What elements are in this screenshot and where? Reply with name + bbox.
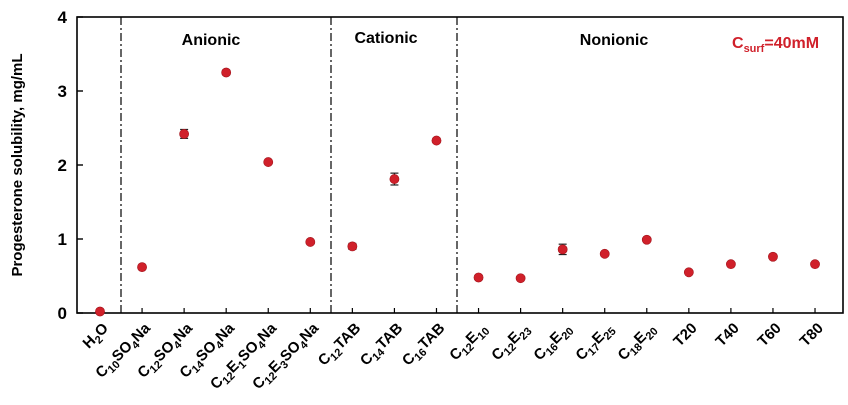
data-point — [515, 273, 526, 284]
data-point — [347, 241, 358, 252]
x-tick-text: C18E20 — [615, 320, 661, 366]
y-tick-label: 2 — [58, 156, 67, 175]
y-tick-label: 0 — [58, 304, 67, 323]
x-tick-text: C12E23 — [488, 320, 534, 366]
x-tick-label: T40 — [712, 320, 742, 350]
data-point — [137, 262, 147, 273]
x-tick-label: H2O — [80, 320, 115, 355]
x-tick-label: C12E10 — [446, 320, 492, 366]
x-tick-text: T20 — [670, 320, 700, 350]
surfactant-concentration-annotation: Csurf=40mM — [732, 35, 819, 55]
x-tick-label: C18E20 — [615, 320, 661, 366]
plot-border — [76, 16, 844, 314]
plot-frame — [76, 16, 844, 314]
y-tick-label: 4 — [58, 8, 68, 27]
x-tick-label: C16E20 — [530, 320, 576, 366]
data-point — [263, 157, 274, 167]
x-tick-text: T40 — [712, 320, 742, 350]
x-tick-label: C17E25 — [572, 320, 618, 366]
data-point — [557, 244, 568, 255]
y-axis-label: Progesterone solubility, mg/mL — [9, 53, 26, 276]
data-points — [95, 67, 820, 317]
data-point — [431, 135, 442, 146]
data-point — [95, 306, 105, 317]
data-point — [641, 234, 652, 245]
data-point — [473, 272, 484, 283]
y-tick-label: 3 — [58, 82, 67, 101]
x-tick-label: C12E23 — [488, 320, 534, 366]
y-tick-label: 1 — [58, 230, 67, 249]
group-labels: Anionic Cationic Nonionic — [182, 30, 649, 49]
data-point — [810, 259, 820, 270]
x-tick-label: C16TAB — [399, 320, 451, 372]
x-tick-labels: H2OC10SO4NaC12SO4NaC14SO4NaC12E1SO4NaC12… — [80, 308, 827, 393]
x-tick-text: C12TAB — [315, 320, 367, 372]
x-tick-label: C14TAB — [357, 320, 409, 372]
x-tick-text: C14TAB — [357, 320, 409, 372]
x-tick-label: C12TAB — [315, 320, 367, 372]
x-tick-text: C12E10 — [446, 320, 492, 366]
x-tick-text: C16TAB — [399, 320, 451, 372]
x-tick-text: C17E25 — [572, 320, 618, 366]
x-tick-text: C16E20 — [530, 320, 576, 366]
data-point — [599, 248, 610, 259]
group-separators — [120, 17, 458, 313]
group-label-nonionic: Nonionic — [580, 32, 649, 49]
x-tick-label: T80 — [797, 320, 827, 350]
data-point — [726, 259, 736, 270]
y-axis: 0 1 2 3 4 — [58, 8, 83, 323]
x-tick-text: T80 — [797, 320, 827, 350]
data-point — [768, 251, 778, 262]
data-point — [221, 67, 232, 78]
x-tick-label: T60 — [754, 320, 784, 350]
x-tick-label: T20 — [670, 320, 700, 350]
group-label-anionic: Anionic — [182, 32, 241, 49]
x-tick-text: T60 — [754, 320, 784, 350]
data-point — [683, 267, 694, 278]
group-label-cationic: Cationic — [354, 30, 417, 47]
data-point — [179, 129, 190, 139]
data-point — [305, 237, 316, 247]
x-tick-text: H2O — [80, 320, 115, 355]
data-point — [389, 174, 400, 184]
